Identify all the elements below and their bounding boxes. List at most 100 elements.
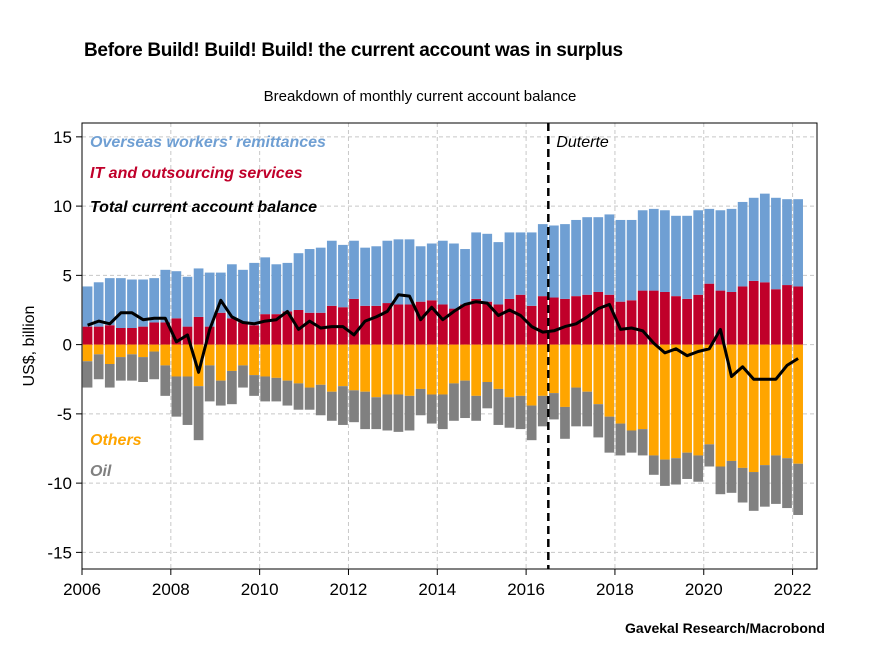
- bar-oil: [271, 377, 282, 402]
- bar-oil: [493, 388, 504, 425]
- bar-it-outsourcing: [537, 296, 548, 345]
- bar-remittances: [604, 214, 615, 295]
- bar-it-outsourcing: [227, 318, 237, 345]
- bar-it-outsourcing: [637, 290, 648, 345]
- bar-it-outsourcing: [660, 291, 670, 345]
- bar-it-outsourcing: [648, 290, 659, 345]
- bar-remittances: [349, 240, 359, 299]
- bar-it-outsourcing: [138, 326, 148, 345]
- bar-oil: [227, 370, 237, 405]
- bar-others: [482, 344, 493, 383]
- bar-oil: [182, 376, 193, 425]
- bar-remittances: [704, 208, 715, 284]
- bar-it-outsourcing: [215, 312, 226, 345]
- bar-it-outsourcing: [471, 298, 481, 345]
- bar-it-outsourcing: [593, 291, 604, 345]
- bar-remittances: [593, 217, 604, 292]
- bar-oil: [771, 455, 781, 504]
- bar-others: [748, 344, 759, 473]
- bar-remittances: [249, 262, 259, 326]
- bar-remittances: [315, 247, 326, 313]
- bar-oil: [426, 394, 437, 424]
- bar-oil: [338, 386, 348, 425]
- bar-remittances: [682, 215, 692, 299]
- bar-others: [682, 344, 692, 453]
- bar-oil: [449, 383, 459, 421]
- bar-it-outsourcing: [426, 300, 437, 345]
- bar-others: [793, 344, 803, 464]
- bar-it-outsourcing: [504, 298, 515, 345]
- y-tick-label: -15: [47, 543, 72, 562]
- bar-remittances: [637, 210, 648, 291]
- bar-oil: [193, 386, 204, 441]
- bar-oil: [626, 430, 637, 453]
- bar-remittances: [304, 249, 315, 313]
- bar-it-outsourcing: [249, 325, 259, 345]
- bar-remittances: [127, 279, 137, 328]
- bar-it-outsourcing: [116, 327, 126, 345]
- bar-oil: [249, 375, 259, 396]
- bar-oil: [104, 364, 115, 388]
- y-tick-label: -5: [57, 405, 72, 424]
- bar-remittances: [338, 244, 348, 308]
- bar-oil: [471, 395, 481, 421]
- bar-oil: [671, 458, 681, 485]
- bar-others: [326, 344, 337, 392]
- bar-others: [204, 344, 215, 366]
- bar-others: [526, 344, 537, 406]
- bar-others: [537, 344, 548, 396]
- x-tick-label: 2010: [241, 580, 279, 599]
- bar-others: [504, 344, 515, 398]
- bar-remittances: [671, 215, 681, 297]
- bar-it-outsourcing: [360, 305, 370, 345]
- bar-it-outsourcing: [82, 326, 93, 345]
- bar-it-outsourcing: [715, 290, 726, 345]
- bar-others: [759, 344, 770, 466]
- bar-oil: [549, 393, 559, 420]
- bar-oil: [393, 394, 404, 432]
- bar-oil: [793, 463, 803, 515]
- bar-others: [471, 344, 481, 396]
- bar-it-outsourcing: [759, 282, 770, 345]
- bar-oil: [282, 380, 293, 406]
- bar-others: [93, 344, 104, 355]
- bar-others: [726, 344, 737, 461]
- bar-it-outsourcing: [382, 303, 393, 345]
- bar-others: [693, 344, 704, 456]
- bar-oil: [238, 365, 248, 388]
- bar-oil: [171, 376, 182, 417]
- bar-oil: [437, 394, 448, 430]
- total-balance-line: [87, 293, 799, 381]
- bar-remittances: [571, 219, 581, 297]
- bar-remittances: [182, 276, 193, 327]
- bar-oil: [526, 405, 537, 441]
- x-tick-label: 2014: [418, 580, 456, 599]
- bar-oil: [582, 391, 593, 427]
- bar-remittances: [426, 243, 437, 301]
- bar-others: [648, 344, 659, 456]
- bar-others: [604, 344, 615, 417]
- bar-remittances: [149, 278, 160, 323]
- bar-others: [227, 344, 237, 371]
- bar-it-outsourcing: [93, 326, 104, 345]
- bar-remittances: [238, 269, 248, 323]
- x-tick-label: 2022: [774, 580, 812, 599]
- bar-remittances: [415, 246, 426, 302]
- bar-remittances: [537, 224, 548, 297]
- bar-oil: [382, 394, 393, 431]
- bar-remittances: [471, 232, 481, 299]
- bar-remittances: [737, 201, 748, 287]
- bar-remittances: [326, 240, 337, 306]
- bar-oil: [127, 354, 137, 381]
- bar-oil: [326, 391, 337, 421]
- bar-remittances: [437, 240, 448, 305]
- bar-it-outsourcing: [371, 305, 382, 345]
- bar-others: [238, 344, 248, 366]
- bar-others: [282, 344, 293, 381]
- y-tick-label: 15: [53, 128, 72, 147]
- bar-oil: [748, 472, 759, 511]
- bar-others: [182, 344, 193, 377]
- bar-others: [615, 344, 626, 424]
- bar-oil: [604, 416, 615, 453]
- bar-oil: [293, 383, 304, 410]
